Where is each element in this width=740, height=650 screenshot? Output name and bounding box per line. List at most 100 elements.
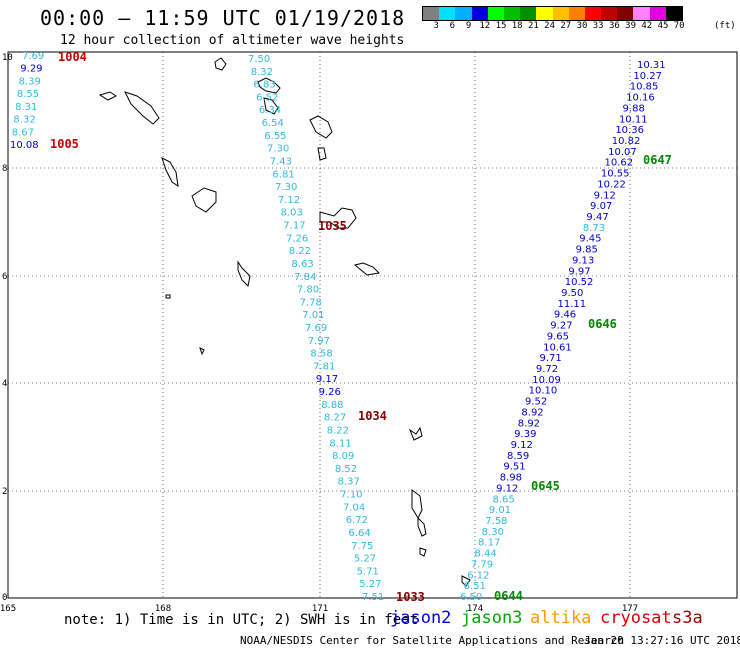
jason3-track-value: 7.04 xyxy=(343,502,365,513)
jason3-track-value: 6.83 xyxy=(253,80,275,91)
color-swatch xyxy=(552,7,569,20)
jason2-track-value: 9.39 xyxy=(514,429,536,440)
jason2-track-value: 10.11 xyxy=(619,114,648,125)
jason2-track-value: 9.46 xyxy=(554,310,576,321)
jason2-track-value: 6.12 xyxy=(467,570,489,581)
jason2-track-value: 9.52 xyxy=(525,397,547,408)
color-scale-label: 18 xyxy=(511,21,523,31)
jason3-track-value: 6.34 xyxy=(259,105,281,116)
time-label: 0646 xyxy=(588,317,617,331)
left-track-value: 8.55 xyxy=(17,89,39,100)
color-swatch xyxy=(455,7,472,20)
color-scale-label: 21 xyxy=(527,21,539,31)
x-tick-label: 174 xyxy=(467,604,483,614)
jason2-track-value: 9.12 xyxy=(511,440,533,451)
jason2-track-value: 8.59 xyxy=(507,451,529,462)
time-label: 1004 xyxy=(58,50,87,64)
jason3-track-value: 5.27 xyxy=(354,554,376,565)
jason2-track-value: 9.51 xyxy=(503,462,525,473)
jason3-track-value: 6.54 xyxy=(262,118,284,129)
color-scale-label: 12 xyxy=(479,21,491,31)
jason2-track-value: 8.44 xyxy=(474,549,496,560)
jason2-track-value: 10.52 xyxy=(565,277,594,288)
jason2-track-value: 9.47 xyxy=(586,212,608,223)
color-swatch xyxy=(536,7,553,20)
color-swatch xyxy=(520,7,537,20)
island-outline xyxy=(353,262,381,276)
color-swatch xyxy=(649,7,666,20)
jason2-track-value: 8.30 xyxy=(482,527,504,538)
color-scale-labels: 3 6 9 12 15 18 21 24 27 30 33 36 39 42 45 70 (ft) xyxy=(422,21,740,35)
page-title: 00:00 – 11:59 UTC 01/19/2018 xyxy=(40,6,406,30)
color-scale-label: 42 xyxy=(641,21,653,31)
satellite-legend-jason3: jason3 xyxy=(461,608,523,628)
jason2-track-value: 9.45 xyxy=(579,234,601,245)
color-scale-label: 6 xyxy=(449,21,456,31)
jason2-track-value: 9.50 xyxy=(561,288,583,299)
time-label: 0645 xyxy=(531,479,560,493)
jason2-track-value: 9.01 xyxy=(489,505,511,516)
color-scale-label: 33 xyxy=(592,21,604,31)
jason3-track-value: 7.12 xyxy=(278,195,300,206)
jason3-track-value: 6.72 xyxy=(346,515,368,526)
jason3-track-value: 7.17 xyxy=(283,221,305,232)
island-outline xyxy=(237,260,251,288)
color-scale-label: 30 xyxy=(576,21,588,31)
jason3-track-value: 7.75 xyxy=(351,541,373,552)
island-outline xyxy=(411,489,423,520)
jason2-track-value: 10.10 xyxy=(529,386,558,397)
island-outline xyxy=(98,91,117,101)
jason3-track-value: 7.78 xyxy=(300,297,322,308)
island-outline xyxy=(199,347,205,356)
jason2-track-value: 9.27 xyxy=(550,321,572,332)
jason2-track-value: 10.16 xyxy=(626,93,655,104)
time-labels: 1004 1005 1035 1034 1033 0647 0646 0645 0644 xyxy=(50,50,672,604)
color-scale-label: 9 xyxy=(465,21,472,31)
color-scale-label: 36 xyxy=(608,21,620,31)
jason3-track-value: 7.97 xyxy=(308,336,330,347)
left-track-value: 8.67 xyxy=(12,127,34,138)
color-swatch xyxy=(439,7,456,20)
jason3-track-value: 7.30 xyxy=(275,182,297,193)
jason2-track-value: 9.07 xyxy=(590,201,612,212)
jason2-track-value: 8.98 xyxy=(500,473,522,484)
jason3-track-value: 6.64 xyxy=(348,528,370,539)
x-tick-label: 177 xyxy=(622,604,638,614)
jason2-track-value: 8.73 xyxy=(583,223,605,234)
jason3-track-value: 8.22 xyxy=(289,246,311,257)
generated-timestamp: Jan 20 13:27:16 UTC 2018 xyxy=(584,634,740,647)
jason3-track-value: 9.26 xyxy=(319,387,341,398)
color-scale-unit: (ft) xyxy=(714,21,736,31)
jason3-track-value: 8.03 xyxy=(281,208,303,219)
jason2-track-value: 10.31 xyxy=(637,60,666,71)
footer-note: note: 1) Time is in UTC; 2) SWH is in fe… xyxy=(64,612,419,628)
jason2-track-value: 8.65 xyxy=(493,494,515,505)
y-tick-label: 4 xyxy=(2,379,7,389)
jason3-track-value: 7.10 xyxy=(340,490,362,501)
jason3-track-value: 8.58 xyxy=(310,349,332,360)
jason3-track-value: 7.30 xyxy=(267,144,289,155)
color-scale-label: 3 xyxy=(433,21,439,31)
jason2-track-value: 9.72 xyxy=(536,364,558,375)
jason2-track-value: 7.58 xyxy=(485,516,507,527)
island-outline xyxy=(408,426,423,441)
jason3-track-value: 7.84 xyxy=(294,272,316,283)
left-track-value: 7.69 xyxy=(22,51,44,62)
map-grid xyxy=(7,51,738,599)
color-scale-label: 39 xyxy=(625,21,637,31)
island-outline xyxy=(319,207,357,229)
jason2-track-value: 10.22 xyxy=(597,179,626,190)
jason2-track-value: 10.85 xyxy=(630,82,659,93)
jason3-track-value: 8.22 xyxy=(327,425,349,436)
time-label: 1035 xyxy=(318,219,347,233)
satellite-legend-jason2: jason2 xyxy=(390,608,452,628)
island-outline xyxy=(309,115,333,139)
color-scale-label: 15 xyxy=(495,21,507,31)
color-swatch xyxy=(617,7,634,20)
jason2-track-value: 10.07 xyxy=(608,147,637,158)
jason3-track-value: 7.43 xyxy=(270,156,292,167)
jason2-track-value: 9.12 xyxy=(594,190,616,201)
color-swatch xyxy=(423,7,440,20)
color-scale-bar xyxy=(422,6,683,21)
time-label: 1033 xyxy=(396,590,425,604)
